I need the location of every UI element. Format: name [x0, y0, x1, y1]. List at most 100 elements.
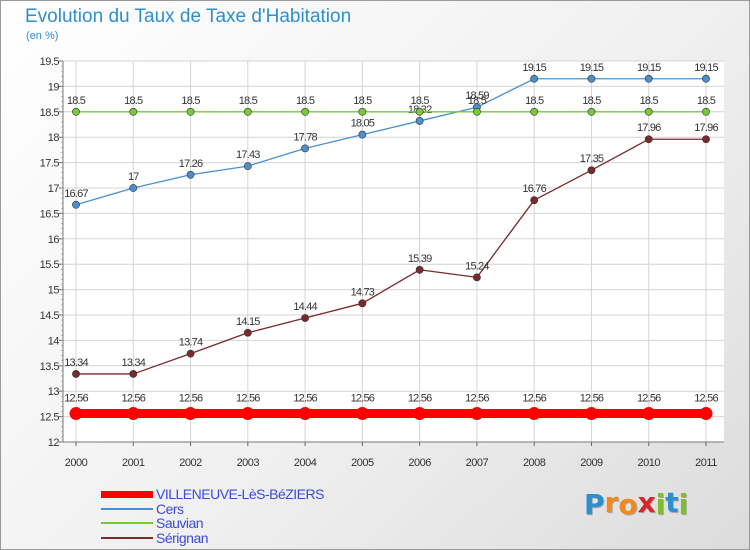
series-0-point: [69, 407, 83, 421]
logo-letter: r: [604, 486, 619, 519]
series-2-point: [129, 107, 138, 116]
series-1-point: [72, 200, 80, 209]
logo-letter: x: [637, 486, 656, 519]
series-2-data-label: 18.5: [67, 95, 86, 107]
series-1-point: [129, 184, 138, 192]
series-2-data-label: 18.5: [525, 95, 544, 107]
series-3-data-label: 16.76: [522, 183, 546, 195]
x-tick-label: 2003: [237, 457, 260, 469]
y-tick-label: 18: [48, 132, 60, 144]
series-0-point: [584, 407, 598, 421]
y-tick-label: 15: [48, 285, 60, 297]
series-2-data-label: 18.5: [697, 95, 716, 107]
series-3-data-label: 17.96: [694, 122, 718, 134]
chart-legend: VILLENEUVE-LèS-BéZIERS Cers Sauvian Sérigna…: [101, 487, 324, 545]
series-3-point: [243, 328, 252, 337]
series-3-data-label: 17.96: [637, 122, 661, 134]
legend-label: VILLENEUVE-LèS-BéZIERS: [156, 486, 324, 503]
y-tick-label: 12.5: [40, 412, 60, 424]
y-tick-label: 13.5: [40, 361, 60, 373]
legend-item: VILLENEUVE-LèS-BéZIERS: [101, 487, 324, 502]
series-0-point: [241, 407, 255, 421]
legend-label: Sauvian: [156, 515, 204, 532]
series-3-data-label: 15.39: [408, 253, 432, 265]
legend-swatch: [101, 536, 153, 539]
x-tick-label: 2001: [122, 457, 145, 469]
series-1-point: [702, 74, 710, 83]
series-2-point: [587, 107, 596, 116]
series-2-point: [473, 107, 481, 116]
chart-title: Evolution du Taux de Taxe d'Habitation: [25, 6, 352, 27]
x-tick-label: 2009: [580, 457, 603, 469]
series-2-point: [72, 107, 80, 116]
series-0-point: [413, 407, 427, 421]
series-0-data-label: 12.56: [580, 393, 604, 405]
series-3-data-label: 14.73: [351, 286, 375, 298]
legend-item: Sauvian: [101, 516, 324, 531]
series-2-point: [186, 107, 195, 116]
series-2-point: [530, 107, 539, 116]
series-0-data-label: 12.56: [293, 393, 317, 405]
series-1-data-label: 18.05: [351, 118, 375, 130]
series-2-data-label: 18.5: [124, 95, 143, 107]
y-tick-label: 19.5: [40, 56, 60, 68]
legend-swatch: [101, 507, 153, 510]
logo-letter: P: [584, 488, 605, 521]
series-3-point: [358, 299, 367, 308]
series-0-data-label: 12.56: [236, 393, 260, 405]
series-0-data-label: 12.56: [408, 393, 432, 405]
series-2-point: [702, 107, 710, 116]
legend-item: Sérignan: [101, 531, 324, 546]
series-1-point: [644, 74, 653, 83]
proxiti-logo: Proxiti: [584, 486, 688, 521]
series-0-data-label: 12.56: [522, 393, 546, 405]
series-1-data-label: 16.67: [64, 188, 88, 200]
chart-subtitle: (en %): [26, 30, 59, 42]
y-tick-label: 12: [48, 437, 60, 449]
series-3-point: [644, 135, 653, 144]
legend-item: Cers: [101, 502, 324, 517]
series-3-data-label: 13.34: [122, 357, 146, 369]
series-1-point: [587, 74, 596, 83]
x-tick-label: 2002: [179, 457, 202, 469]
series-0-point: [126, 407, 140, 421]
series-1-data-label: 19.15: [694, 62, 718, 74]
series-0-data-label: 12.56: [637, 393, 661, 405]
series-0-point: [184, 407, 198, 421]
x-tick-label: 2006: [408, 457, 431, 469]
series-3-point: [587, 166, 596, 175]
series-0-data-label: 12.56: [64, 393, 88, 405]
y-tick-label: 14.5: [40, 310, 60, 322]
legend-label: Cers: [156, 500, 184, 517]
series-3-point: [301, 314, 309, 322]
series-0-point: [355, 407, 369, 421]
logo-letter: t: [665, 486, 679, 519]
series-2-data-label: 18.5: [582, 95, 601, 107]
y-tick-label: 16.5: [40, 208, 60, 220]
y-tick-label: 17: [48, 183, 60, 195]
series-0-point: [298, 407, 312, 421]
y-tick-label: 18.5: [40, 107, 60, 119]
legend-label: Sérignan: [156, 529, 209, 546]
series-0-point: [642, 407, 656, 421]
series-3-point: [186, 349, 195, 358]
x-tick-label: 2000: [65, 457, 88, 469]
series-0-data-label: 12.56: [351, 393, 375, 405]
x-tick-label: 2010: [637, 457, 660, 469]
series-0-data-label: 12.56: [694, 393, 718, 405]
series-3-point: [129, 370, 138, 378]
logo-letter: i: [655, 488, 666, 521]
series-2-data-label: 18.5: [239, 95, 258, 107]
series-3-data-label: 13.34: [64, 357, 88, 369]
series-1-data-label: 19.15: [580, 62, 604, 74]
y-tick-label: 13: [48, 386, 60, 398]
series-line-3: [76, 138, 706, 375]
series-1-point: [415, 117, 424, 125]
series-1-data-label: 17.43: [236, 149, 260, 161]
series-0-data-label: 12.56: [465, 393, 489, 405]
series-0-data-label: 12.56: [122, 393, 146, 405]
series-2-point: [243, 107, 252, 116]
series-1-point: [243, 162, 252, 171]
